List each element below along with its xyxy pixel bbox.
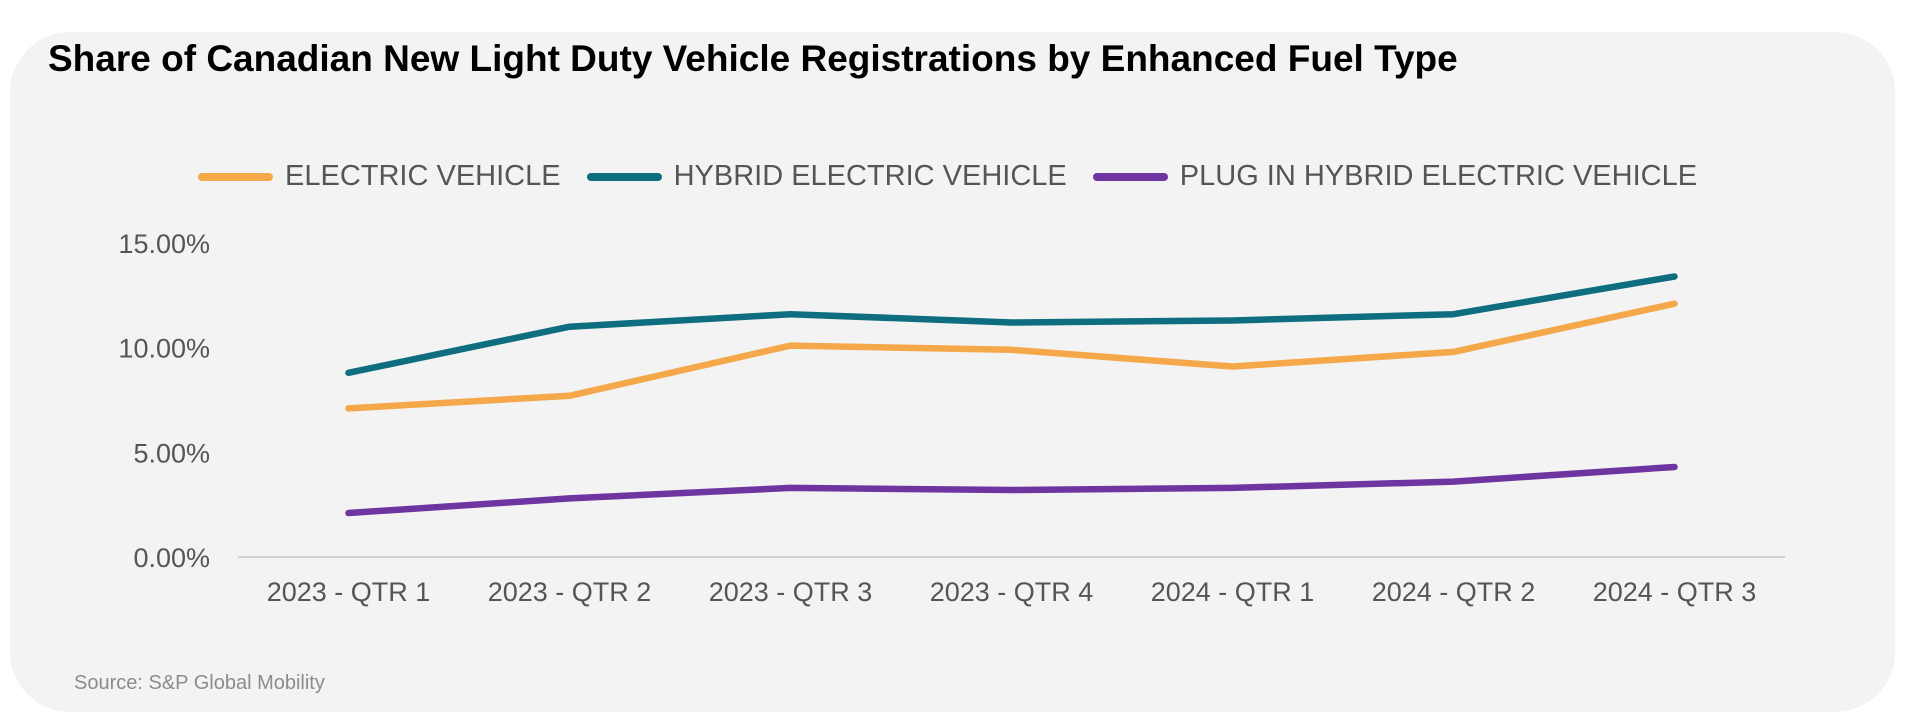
chart-title: Share of Canadian New Light Duty Vehicle… bbox=[48, 38, 1458, 79]
y-tick-label: 5.00% bbox=[133, 438, 210, 468]
legend-swatch-hybrid bbox=[586, 172, 662, 181]
y-tick-label: 0.00% bbox=[133, 543, 210, 573]
legend-label-electric: ELECTRIC VEHICLE bbox=[285, 160, 561, 192]
x-tick-label: 2023 - QTR 4 bbox=[930, 577, 1094, 607]
chart-panel bbox=[10, 32, 1895, 712]
chart-legend: ELECTRIC VEHICLE HYBRID ELECTRIC VEHICLE… bbox=[198, 160, 1723, 193]
x-tick-label: 2024 - QTR 1 bbox=[1151, 577, 1315, 607]
series-line-plugin-hybrid bbox=[345, 463, 1678, 517]
y-tick-label: 15.00% bbox=[118, 229, 210, 259]
legend-swatch-plugin-hybrid bbox=[1092, 172, 1168, 181]
legend-item-plugin-hybrid: PLUG IN HYBRID ELECTRIC VEHICLE bbox=[1092, 160, 1698, 193]
legend-item-hybrid: HYBRID ELECTRIC VEHICLE bbox=[586, 160, 1067, 193]
y-tick-label: 10.00% bbox=[118, 334, 210, 364]
x-tick-label: 2023 - QTR 2 bbox=[488, 577, 652, 607]
x-tick-label: 2024 - QTR 2 bbox=[1372, 577, 1536, 607]
series-line-hybrid bbox=[345, 273, 1678, 377]
legend-swatch-electric bbox=[198, 172, 273, 181]
series-line-electric bbox=[345, 300, 1678, 412]
legend-label-hybrid: HYBRID ELECTRIC VEHICLE bbox=[673, 160, 1067, 192]
legend-item-electric: ELECTRIC VEHICLE bbox=[198, 160, 561, 193]
source-note: Source: S&P Global Mobility bbox=[74, 672, 325, 694]
legend-label-plugin-hybrid: PLUG IN HYBRID ELECTRIC VEHICLE bbox=[1179, 160, 1698, 192]
x-tick-label: 2023 - QTR 1 bbox=[267, 577, 431, 607]
x-tick-label: 2023 - QTR 3 bbox=[709, 577, 873, 607]
x-tick-label: 2024 - QTR 3 bbox=[1593, 577, 1757, 607]
